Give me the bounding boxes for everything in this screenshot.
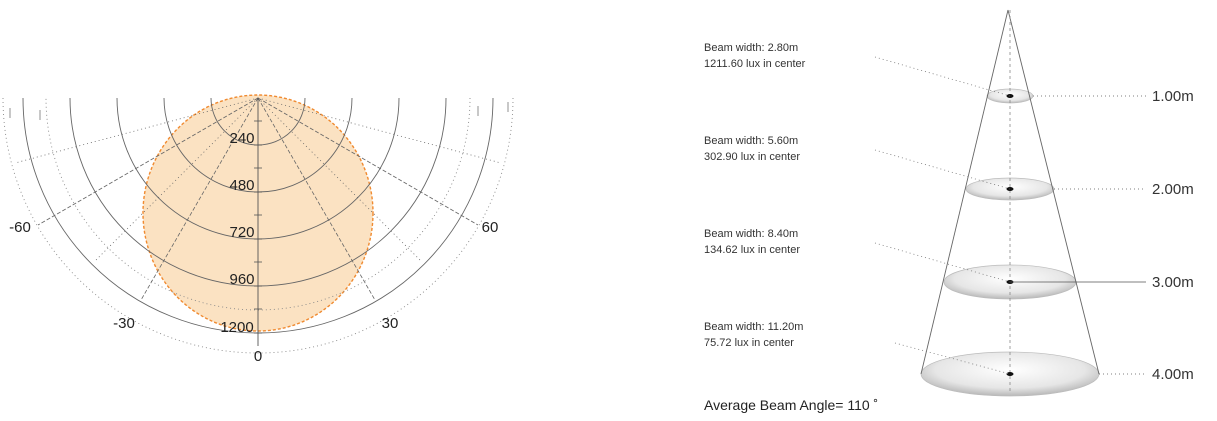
distance-label-1: 1.00m: [1152, 88, 1194, 105]
radial-label-720: 720: [229, 224, 254, 241]
center-lux-1: 1211.60 lux in center: [704, 58, 806, 70]
angle-label-minus-60: -60: [9, 219, 31, 236]
polar-diagram-panel: 240 480 720 960 1200 -60 -30 0 30 60: [0, 0, 560, 416]
beam-width-3: Beam width: 8.40m: [704, 228, 798, 240]
polar-diagram: 240 480 720 960 1200 -60 -30 0 30 60: [2, 94, 514, 365]
beam-cone-panel: Beam width: 2.80m 1211.60 lux in center …: [680, 0, 1217, 416]
center-lux-4: 75.72 lux in center: [704, 337, 794, 349]
beam-cone-diagram: Beam width: 2.80m 1211.60 lux in center …: [704, 9, 1194, 413]
spoke-minus-30: [140, 97, 259, 301]
angle-label-plus-30: 30: [382, 315, 399, 332]
spoke-minus-60: [37, 97, 259, 226]
angle-label-plus-60: 60: [482, 219, 499, 236]
outer-dotted-ring: [2, 98, 514, 354]
spoke-plus-30: [257, 97, 376, 301]
center-lux-2: 302.90 lux in center: [704, 151, 800, 163]
angle-label-minus-30: -30: [113, 315, 135, 332]
radial-label-1200: 1200: [220, 319, 253, 336]
distance-label-4: 4.00m: [1152, 366, 1194, 383]
average-beam-angle: Average Beam Angle= 110 ˚: [704, 397, 878, 413]
cone-edge-left: [920, 9, 1009, 375]
radial-label-960: 960: [229, 271, 254, 288]
distance-label-3: 3.00m: [1152, 274, 1194, 291]
beam-width-2: Beam width: 5.60m: [704, 135, 798, 147]
beam-width-1: Beam width: 2.80m: [704, 42, 798, 54]
distance-label-2: 2.00m: [1152, 181, 1194, 198]
radial-label-240: 240: [229, 130, 254, 147]
spoke-plus-60: [257, 97, 479, 226]
cone-edge-right: [1007, 9, 1100, 375]
center-lux-3: 134.62 lux in center: [704, 244, 800, 256]
angle-label-zero: 0: [254, 348, 262, 365]
beam-width-4: Beam width: 11.20m: [704, 321, 803, 333]
radial-label-480: 480: [229, 177, 254, 194]
